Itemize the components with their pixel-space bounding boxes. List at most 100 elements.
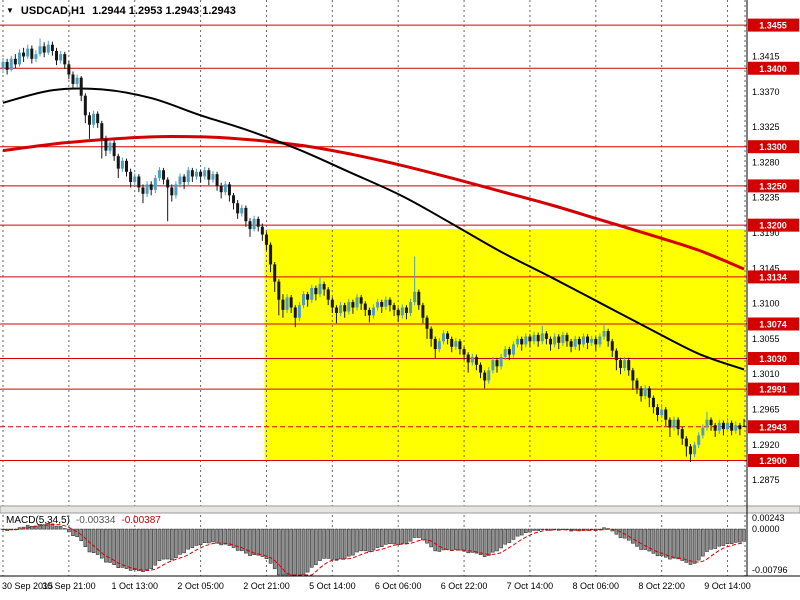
macd-bar xyxy=(256,528,261,556)
macd-axis-max-label: 0.00243 xyxy=(752,513,785,523)
macd-bar xyxy=(178,528,182,555)
candle-body xyxy=(520,338,524,345)
macd-bar xyxy=(95,528,100,555)
macd-bar xyxy=(202,528,207,543)
candle-body xyxy=(30,48,34,59)
candle-body xyxy=(326,289,330,300)
candle-body xyxy=(581,336,585,345)
candle-body xyxy=(211,174,215,180)
macd-bar xyxy=(371,528,376,551)
candle-body xyxy=(384,299,388,307)
macd-bar xyxy=(272,528,277,570)
macd-bar xyxy=(318,528,322,561)
macd-bar xyxy=(165,528,170,560)
y-axis-label: 1.3415 xyxy=(752,51,780,61)
candles-layer xyxy=(1,38,746,463)
candle-body xyxy=(302,294,306,306)
candle-body xyxy=(17,52,21,65)
price-level-badge xyxy=(748,218,799,232)
macd-bar xyxy=(363,528,368,552)
candle-body xyxy=(631,370,635,381)
candle-body xyxy=(606,331,610,342)
macd-bar xyxy=(532,528,536,531)
macd-signal-line xyxy=(2,523,745,576)
candle-body xyxy=(92,113,96,125)
candle-body xyxy=(178,176,182,185)
candle-body xyxy=(281,299,285,310)
candle-body xyxy=(721,422,725,430)
macd-axis-min-label: -0.00796 xyxy=(752,565,788,575)
candle-body xyxy=(227,184,231,196)
macd-bar xyxy=(738,528,742,543)
macd-bar xyxy=(132,528,137,571)
x-axis-label: 8 Oct 06:00 xyxy=(573,581,620,591)
candle-body xyxy=(55,50,59,61)
candle-body xyxy=(264,234,268,245)
macd-bar xyxy=(338,528,343,560)
macd-bar xyxy=(676,528,680,560)
price-level-badge-label: 1.2991 xyxy=(759,385,787,395)
macd-bar xyxy=(207,528,211,544)
macd-bar xyxy=(289,528,293,576)
candle-body xyxy=(59,54,63,61)
macd-bar xyxy=(614,528,619,535)
macd-bar xyxy=(169,528,174,561)
macd-bar xyxy=(248,528,252,556)
y-axis-label: 1.2875 xyxy=(752,475,780,485)
macd-bar xyxy=(346,528,351,557)
macd-bar xyxy=(449,528,454,551)
candle-body xyxy=(215,174,219,186)
x-axis-label: 7 Oct 14:00 xyxy=(507,581,554,591)
candle-body xyxy=(380,302,384,307)
macd-bar xyxy=(416,528,421,538)
macd-bar xyxy=(651,528,656,554)
candle-body xyxy=(223,184,227,193)
macd-bar xyxy=(334,528,339,561)
x-axis-label: 30 Sep 21:00 xyxy=(42,581,96,591)
macd-bar xyxy=(425,528,429,544)
panel-splitter[interactable] xyxy=(0,505,800,514)
macd-bar xyxy=(540,528,545,530)
price-level-badge xyxy=(748,140,799,154)
candle-body xyxy=(672,419,676,428)
macd-bar xyxy=(244,528,248,554)
candle-body xyxy=(116,156,120,169)
macd-bar xyxy=(631,528,635,544)
candle-body xyxy=(429,328,433,339)
macd-bar xyxy=(659,528,664,557)
candle-body xyxy=(22,52,26,57)
y-axis-label: 1.3325 xyxy=(752,122,780,132)
macd-bar xyxy=(408,528,413,542)
macd-bar xyxy=(589,528,594,531)
macd-bar xyxy=(544,528,549,530)
macd-bar xyxy=(355,528,359,553)
candle-body xyxy=(244,207,248,222)
candle-body xyxy=(339,305,343,314)
macd-bar xyxy=(602,527,606,530)
candle-body xyxy=(166,179,170,188)
candle-body xyxy=(71,74,75,84)
macd-bar xyxy=(705,528,709,552)
price-axis: 1.3415 1.3370 1.3325 1.3280 1.3235 1.3190 1.31… xyxy=(748,18,799,575)
y-axis-label: 1.2920 xyxy=(752,440,780,450)
candle-body xyxy=(141,187,145,194)
price-level-badge xyxy=(748,61,799,75)
candle-body xyxy=(194,171,198,177)
price-level-badge xyxy=(748,453,799,467)
x-axis-label: 2 Oct 05:00 xyxy=(177,581,224,591)
macd-bar xyxy=(412,528,417,538)
candle-body xyxy=(153,178,157,190)
macd-bar xyxy=(104,528,108,563)
candle-body xyxy=(536,334,540,342)
chart-dropdown-icon[interactable]: ▼ xyxy=(6,6,14,15)
macd-bar xyxy=(375,528,380,548)
macd-bar xyxy=(326,528,331,559)
macd-bar xyxy=(186,528,191,550)
macd-bar xyxy=(709,528,713,550)
candle-body xyxy=(96,113,100,124)
macd-bar xyxy=(503,528,508,545)
candle-body xyxy=(87,115,91,125)
macd-bar xyxy=(108,528,112,563)
